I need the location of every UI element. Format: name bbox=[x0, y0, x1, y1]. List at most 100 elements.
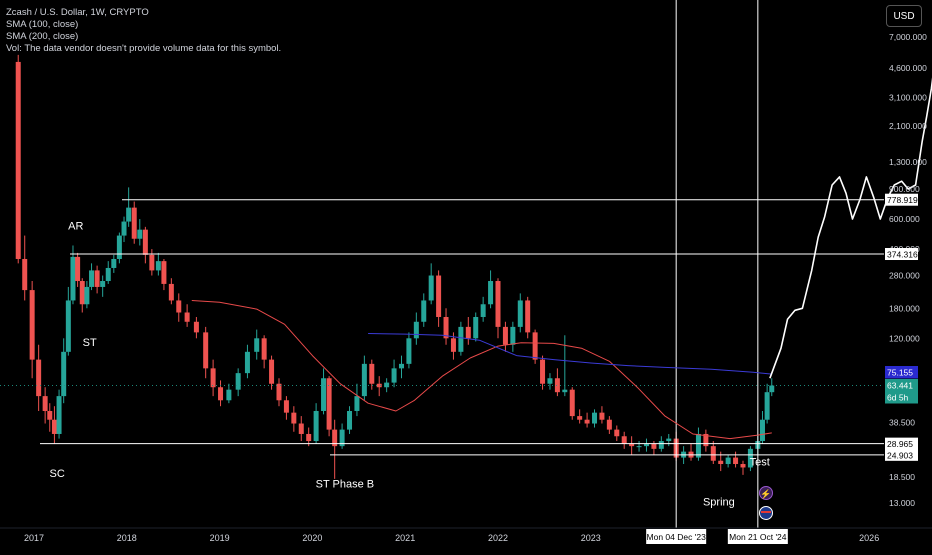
candle-body bbox=[137, 229, 143, 239]
candle-body bbox=[126, 207, 132, 222]
candle-body bbox=[636, 446, 642, 448]
candle-body bbox=[276, 383, 282, 401]
candle-body bbox=[47, 410, 53, 420]
candle-body bbox=[176, 300, 182, 313]
y-tick-label: 120.000 bbox=[889, 333, 920, 343]
event-icons[interactable]: ⚡ bbox=[759, 486, 773, 520]
candle-body bbox=[42, 396, 48, 411]
level-price-box[interactable] bbox=[885, 448, 918, 461]
candle-body bbox=[226, 389, 232, 401]
candle bbox=[465, 316, 471, 345]
candle bbox=[100, 275, 106, 297]
candle-body bbox=[84, 286, 90, 305]
candle-body bbox=[261, 338, 267, 360]
vertical-marker-label: Mon 21 Oct '24 bbox=[729, 532, 787, 542]
candle bbox=[313, 403, 319, 444]
candle bbox=[428, 263, 434, 305]
candle bbox=[269, 355, 275, 390]
candle-body bbox=[584, 419, 590, 424]
legend-symbol[interactable]: Zcash / U.S. Dollar, 1W, CRYPTO bbox=[6, 7, 149, 18]
price-label-box bbox=[885, 379, 918, 392]
candle-body bbox=[210, 368, 216, 388]
us-flag-stripe bbox=[761, 511, 771, 513]
level-price-box[interactable] bbox=[885, 437, 918, 450]
candle-body bbox=[695, 433, 701, 458]
candle bbox=[291, 406, 297, 432]
candle bbox=[629, 436, 635, 455]
level-price-box[interactable] bbox=[885, 193, 918, 206]
candle-body bbox=[666, 438, 672, 442]
candle bbox=[413, 312, 419, 345]
candle-body bbox=[36, 359, 42, 397]
candle bbox=[384, 378, 390, 393]
legend-sma200[interactable]: SMA (200, close) bbox=[6, 31, 79, 42]
candle bbox=[540, 355, 546, 390]
candle bbox=[547, 373, 553, 390]
candle bbox=[261, 335, 267, 369]
candles-layer bbox=[15, 54, 775, 479]
candle bbox=[184, 304, 190, 327]
candle bbox=[105, 261, 111, 284]
projection-path bbox=[769, 77, 932, 379]
candle bbox=[517, 293, 523, 333]
candle-body bbox=[532, 332, 538, 360]
lightning-glyph: ⚡ bbox=[760, 488, 771, 500]
y-tick-label: 18.500 bbox=[889, 472, 915, 482]
candle-body bbox=[376, 383, 382, 388]
candle bbox=[61, 338, 67, 404]
candle-body bbox=[643, 443, 649, 447]
vertical-marker-box[interactable] bbox=[727, 529, 788, 544]
candle bbox=[636, 441, 642, 452]
vertical-markers-layer bbox=[675, 0, 759, 528]
candle bbox=[643, 438, 649, 452]
candle-body bbox=[321, 378, 327, 411]
candle bbox=[443, 308, 449, 345]
legend-volume-note: Vol: The data vendor doesn't provide vol… bbox=[6, 43, 282, 54]
candle bbox=[193, 316, 199, 339]
y-tick-label: 280.000 bbox=[889, 271, 920, 281]
candle-body bbox=[740, 464, 746, 468]
y-tick-label: 4,600.000 bbox=[889, 63, 927, 73]
vertical-marker-box[interactable] bbox=[646, 529, 707, 544]
candle-body bbox=[606, 419, 612, 430]
candle-body bbox=[450, 338, 456, 352]
candle-body bbox=[540, 359, 546, 384]
y-tick-label: 7,000.000 bbox=[889, 32, 927, 42]
y-tick-label: 180.000 bbox=[889, 303, 920, 313]
candle-body bbox=[547, 378, 553, 384]
candle bbox=[436, 270, 442, 327]
candle-body bbox=[651, 443, 657, 449]
price-axis[interactable]: 7,000.000 4,600.000 3,100.000 2,100.000 1,30… bbox=[885, 32, 927, 508]
level-price-label: 778.919 bbox=[887, 195, 918, 205]
candle bbox=[210, 359, 216, 397]
candle bbox=[703, 429, 709, 452]
lightning-icon[interactable] bbox=[759, 486, 773, 500]
candle bbox=[747, 446, 753, 472]
candle bbox=[203, 326, 209, 379]
candle bbox=[283, 396, 289, 420]
candle-body bbox=[203, 332, 209, 369]
currency-button[interactable]: USD bbox=[886, 5, 922, 27]
candle bbox=[480, 296, 486, 322]
candle bbox=[599, 406, 605, 424]
candle-body bbox=[398, 363, 404, 369]
candle-body bbox=[235, 373, 241, 390]
candle-body bbox=[218, 387, 224, 401]
candle-body bbox=[488, 281, 494, 305]
candle-body bbox=[592, 412, 598, 424]
candle bbox=[354, 383, 360, 417]
candle bbox=[126, 187, 132, 227]
legend-sma100[interactable]: SMA (100, close) bbox=[6, 19, 79, 30]
candle-body bbox=[621, 436, 627, 444]
candle bbox=[584, 412, 590, 428]
level-price-label: 374.316 bbox=[887, 250, 918, 260]
candle bbox=[361, 355, 367, 401]
time-axis[interactable]: 2017201820192020202120222023202420252026… bbox=[0, 527, 932, 544]
level-price-box[interactable] bbox=[885, 248, 918, 261]
candle-body bbox=[510, 326, 516, 345]
candle-body bbox=[61, 351, 67, 397]
candle-body bbox=[769, 385, 775, 393]
candle-body bbox=[269, 359, 275, 384]
